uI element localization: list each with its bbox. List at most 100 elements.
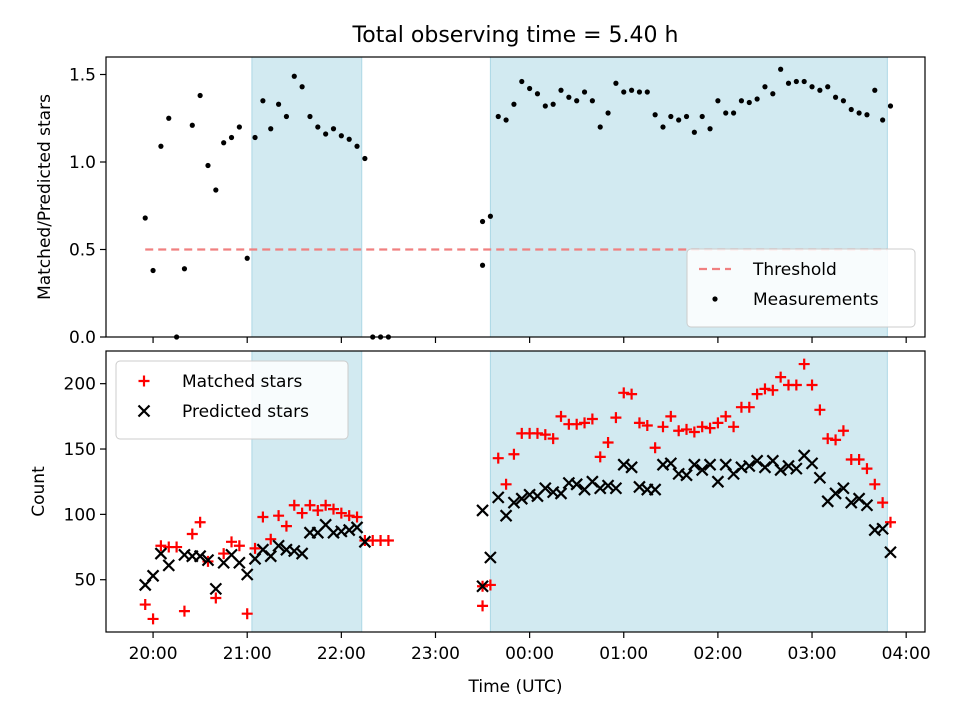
matched-marker: [657, 421, 669, 433]
matched-marker: [790, 379, 802, 391]
predicted-marker: [358, 535, 372, 549]
matched-marker: [328, 503, 339, 515]
matched-marker: [320, 499, 332, 511]
measurement-point: [236, 124, 242, 130]
predicted-marker: [233, 556, 246, 570]
matched-marker: [155, 540, 167, 552]
predicted-marker: [554, 487, 568, 500]
measurement-point: [346, 136, 352, 142]
predicted-marker: [201, 553, 215, 567]
matched-marker: [288, 499, 300, 511]
measurement-point: [527, 85, 533, 92]
matched-marker: [798, 358, 810, 370]
matched-marker: [610, 412, 622, 424]
matched-marker: [579, 417, 591, 429]
y-axis-label: Matched/Predicted stars: [35, 94, 55, 300]
predicted-marker: [680, 468, 693, 482]
predicted-marker: [742, 459, 756, 473]
matched-marker: [720, 410, 732, 422]
predicted-marker: [499, 509, 513, 522]
x-tick-label: 02:00: [693, 644, 742, 664]
measurement-point: [487, 213, 493, 219]
predicted-marker: [484, 551, 497, 564]
matched-marker: [743, 401, 755, 413]
measurement-point: [636, 89, 643, 95]
matched-marker: [171, 541, 183, 553]
matched-marker: [806, 379, 818, 391]
x-tick-label: 01:00: [599, 644, 648, 664]
measurement-point: [511, 101, 517, 107]
shaded-span: [489, 350, 888, 633]
measurement-point: [801, 78, 807, 85]
matched-marker: [602, 436, 614, 448]
count-panel: 50 100 150 200 20:00 21:00 22:00 23:00 00:00 01:0…: [29, 350, 931, 697]
matched-marker: [618, 387, 630, 399]
predicted-marker: [601, 479, 615, 492]
measurement-point: [730, 110, 737, 116]
predicted-marker: [593, 481, 607, 495]
measurement-point: [252, 134, 258, 141]
measurement-point: [715, 98, 721, 104]
legend-label: Measurements: [753, 290, 879, 310]
matched-marker: [296, 507, 308, 519]
measurement-point: [793, 78, 799, 85]
measurement-point: [872, 87, 878, 93]
x-tick-label: 21:00: [223, 644, 272, 664]
measurement-point: [268, 126, 274, 132]
ratio-markers: [142, 66, 894, 340]
measurement-point: [746, 99, 752, 106]
measurement-point: [683, 113, 690, 120]
predicted-marker: [648, 483, 662, 496]
measurement-point: [479, 262, 486, 268]
matched-marker: [178, 605, 190, 617]
legend: Matched stars Predicted stars: [115, 360, 349, 440]
matched-marker: [586, 413, 598, 425]
measurement-point: [738, 98, 745, 104]
predicted-marker: [876, 522, 889, 536]
measurement-point: [809, 84, 815, 90]
measurement-point: [205, 162, 211, 169]
predicted-marker: [774, 463, 787, 477]
matched-marker: [312, 504, 324, 516]
x-tick-label: 22:00: [317, 644, 366, 664]
y-tick-label: 1.5: [69, 66, 96, 86]
predicted-marker: [805, 457, 819, 470]
measurement-point: [817, 87, 823, 93]
measurement-point: [597, 124, 603, 130]
predicted-marker: [350, 521, 364, 534]
measurement-point: [221, 140, 227, 146]
measurement-point: [299, 84, 305, 90]
measurement-point: [832, 94, 839, 100]
predicted-marker: [264, 549, 278, 563]
measurement-point: [354, 143, 360, 149]
y-tick-label: 50: [74, 571, 96, 591]
legend-matched-swatch: [138, 375, 150, 387]
predicted-marker: [813, 471, 827, 485]
matched-marker: [343, 510, 355, 522]
ratio-panel: 0.0 0.5 1.0 1.5 Matched/Predicted stars Thr…: [35, 56, 926, 348]
measurement-point: [723, 110, 729, 116]
matched-marker: [539, 429, 551, 441]
axes: 50 100 150 200 20:00 21:00 22:00 23:00 00:00 01:0…: [64, 375, 931, 664]
y-tick-label: 1.0: [69, 153, 96, 173]
axes: 0.0 0.5 1.0 1.5: [69, 66, 907, 348]
measurement-point: [652, 112, 658, 118]
predicted-marker: [539, 481, 552, 495]
matched-marker: [665, 410, 677, 422]
x-tick-label: 23:00: [411, 644, 460, 664]
matched-marker: [351, 511, 363, 523]
matched-marker: [194, 516, 206, 528]
y-tick-label: 200: [64, 375, 96, 395]
matched-marker: [304, 499, 316, 511]
legend-label: Threshold: [752, 260, 837, 280]
matched-marker: [500, 478, 512, 490]
legend-box: [686, 248, 916, 328]
matched-marker: [186, 528, 198, 540]
measurement-point: [534, 91, 541, 97]
x-tick-label: 03:00: [788, 644, 837, 664]
measurement-point: [629, 87, 635, 93]
matched-marker: [869, 478, 881, 490]
measurement-point: [707, 126, 713, 132]
measurement-point: [338, 133, 344, 139]
measurement-point: [848, 106, 854, 113]
